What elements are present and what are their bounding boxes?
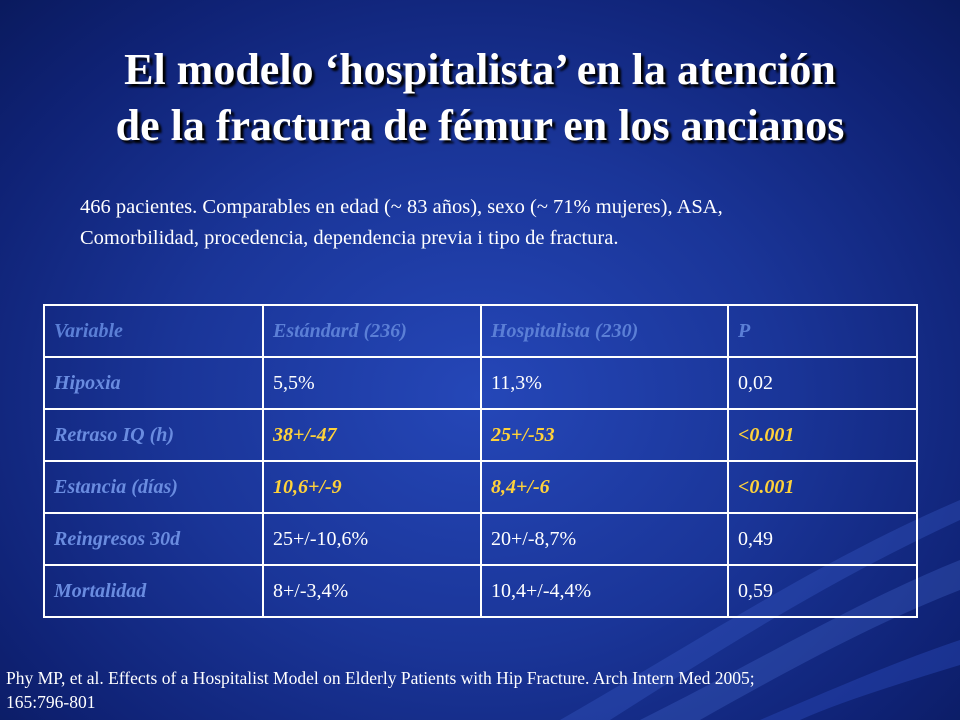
row-hospitalista-cell: 20+/-8,7%: [480, 512, 729, 566]
row-estandard-cell: 25+/-10,6%: [262, 512, 482, 566]
table-row: Reingresos 30d 25+/-10,6% 20+/-8,7% 0,49: [43, 512, 918, 566]
header-hospitalista: Hospitalista (230): [480, 304, 729, 358]
row-variable-cell: Mortalidad: [43, 564, 264, 618]
row-estandard-cell: 10,6+/-9: [262, 460, 482, 514]
table-row: Hipoxia 5,5% 11,3% 0,02: [43, 356, 918, 410]
row-variable-cell: Retraso IQ (h): [43, 408, 264, 462]
table-header-row: Variable Estándard (236) Hospitalista (2…: [43, 304, 918, 358]
row-hospitalista-cell: 10,4+/-4,4%: [480, 564, 729, 618]
row-variable-cell: Reingresos 30d: [43, 512, 264, 566]
row-p-value-cell: <0.001: [727, 408, 918, 462]
row-p-value-cell: <0.001: [727, 460, 918, 514]
citation-reference: Phy MP, et al. Effects of a Hospitalist …: [6, 666, 936, 714]
citation-line-1: Phy MP, et al. Effects of a Hospitalist …: [6, 668, 755, 688]
table-row: Retraso IQ (h) 38+/-47 25+/-53 <0.001: [43, 408, 918, 462]
header-estandard: Estándard (236): [262, 304, 482, 358]
row-hospitalista-cell: 11,3%: [480, 356, 729, 410]
row-variable-cell: Estancia (días): [43, 460, 264, 514]
slide-title-line-2: de la fractura de fémur en los ancianos: [115, 101, 845, 150]
row-variable-cell: Hipoxia: [43, 356, 264, 410]
table-row: Mortalidad 8+/-3,4% 10,4+/-4,4% 0,59: [43, 564, 918, 618]
header-p-value: P: [727, 304, 918, 358]
results-table-container: Variable Estándard (236) Hospitalista (2…: [43, 304, 918, 618]
study-summary-line-1: 466 pacientes. Comparables en edad (~ 83…: [80, 196, 723, 218]
row-p-value-cell: 0,49: [727, 512, 918, 566]
row-estandard-cell: 8+/-3,4%: [262, 564, 482, 618]
citation-line-2: 165:796-801: [6, 692, 96, 712]
row-p-value-cell: 0,02: [727, 356, 918, 410]
results-table: Variable Estándard (236) Hospitalista (2…: [43, 304, 918, 618]
row-estandard-cell: 38+/-47: [262, 408, 482, 462]
slide-title-line-1: El modelo ‘hospitalista’ en la atención: [124, 45, 836, 94]
header-variable: Variable: [43, 304, 264, 358]
study-summary: 466 pacientes. Comparables en edad (~ 83…: [80, 192, 920, 254]
table-row: Estancia (días) 10,6+/-9 8,4+/-6 <0.001: [43, 460, 918, 514]
study-summary-line-2: Comorbilidad, procedencia, dependencia p…: [80, 227, 619, 249]
slide-title: El modelo ‘hospitalista’ en la atención …: [0, 42, 960, 154]
row-p-value-cell: 0,59: [727, 564, 918, 618]
row-hospitalista-cell: 25+/-53: [480, 408, 729, 462]
row-hospitalista-cell: 8,4+/-6: [480, 460, 729, 514]
row-estandard-cell: 5,5%: [262, 356, 482, 410]
